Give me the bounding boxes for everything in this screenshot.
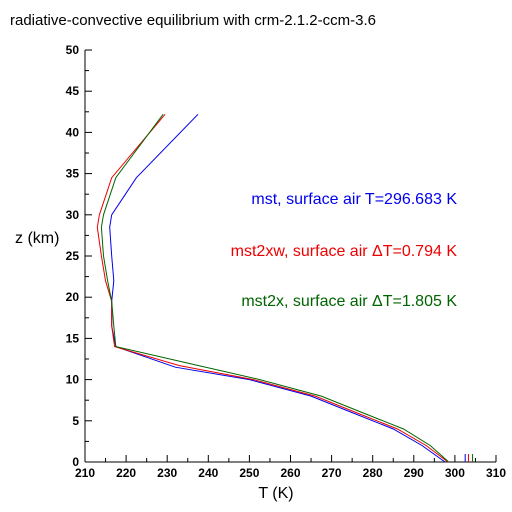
y-tick-label: 5 — [72, 414, 79, 428]
y-tick-label: 45 — [66, 84, 80, 98]
series-group — [96, 113, 450, 463]
y-tick-label: 25 — [66, 249, 80, 263]
x-tick-label: 260 — [280, 466, 300, 480]
series-line-1 — [109, 113, 446, 463]
y-axis-label: z (km) — [15, 230, 59, 247]
y-tick-label: 15 — [66, 331, 80, 345]
x-tick-label: 250 — [239, 466, 259, 480]
x-tick-label: 210 — [75, 466, 95, 480]
annotation-1: mst, surface air T=296.683 K — [251, 191, 457, 208]
surface-marks — [464, 454, 474, 462]
annotations: mst, surface air T=296.683 K mst2xw, surf… — [231, 191, 458, 310]
y-tick-label: 0 — [72, 455, 79, 469]
series-line-3 — [100, 114, 450, 463]
y-tick-label: 30 — [66, 208, 80, 222]
x-axis-label: T (K) — [258, 485, 293, 502]
y-tick-label: 10 — [66, 373, 80, 387]
x-tick-label: 300 — [445, 466, 465, 480]
chart-title: radiative-convective equilibrium with cr… — [10, 12, 376, 29]
y-tick-label: 40 — [66, 125, 80, 139]
series-line-2 — [96, 113, 449, 463]
x-tick-label: 310 — [486, 466, 506, 480]
y-tick-label: 35 — [66, 167, 80, 181]
annotation-2: mst2xw, surface air ΔT=0.794 K — [231, 243, 458, 260]
y-tick-label: 20 — [66, 290, 80, 304]
x-tick-label: 230 — [157, 466, 177, 480]
annotation-3: mst2x, surface air ΔT=1.805 K — [241, 293, 457, 310]
x-tick-label: 290 — [404, 466, 424, 480]
x-tick-label: 220 — [116, 466, 136, 480]
x-tick-label: 240 — [198, 466, 218, 480]
x-tick-label: 270 — [322, 466, 342, 480]
axes: 0 5 10 15 20 25 30 35 40 45 50 210 220 230 240 250 260 27… — [66, 43, 507, 480]
y-tick-label: 50 — [66, 43, 80, 57]
x-tick-label: 280 — [363, 466, 383, 480]
